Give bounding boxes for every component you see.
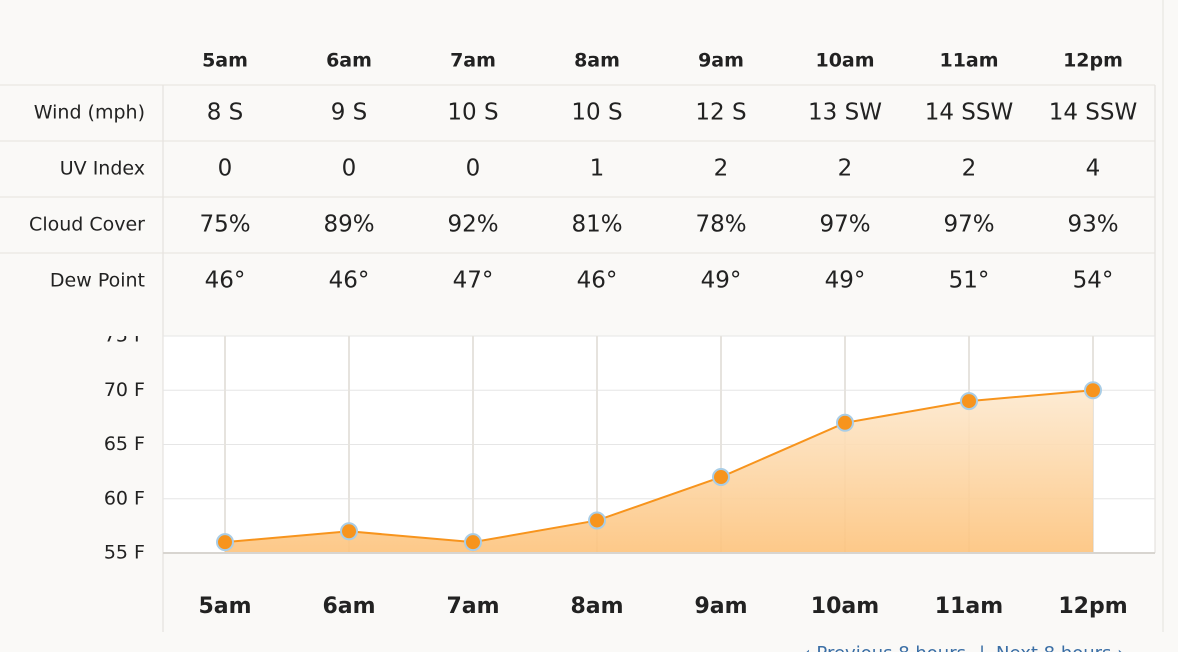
hour-header: 6am [326, 50, 372, 72]
cell-value: 14 SSW [925, 100, 1014, 126]
x-tick-label: 7am [446, 594, 499, 619]
x-tick-label: 11am [935, 594, 1003, 619]
previous-link[interactable]: ‹ Previous 8 hours [804, 643, 967, 652]
point [836, 413, 854, 432]
cell-value: 89% [323, 212, 374, 238]
point [588, 511, 606, 530]
row-label: Dew Point [50, 270, 145, 292]
next-link[interactable]: Next 8 hours › [996, 643, 1124, 652]
area [225, 390, 1093, 553]
cell-value: 1 [590, 156, 605, 182]
cell-value: 49° [825, 268, 866, 294]
x-tick-label: 10am [811, 594, 879, 619]
y-tick-label: 65 F [104, 433, 145, 455]
y-tick-label: 70 F [104, 379, 145, 401]
cell-value: 10 S [571, 100, 622, 126]
cell-value: 2 [838, 156, 853, 182]
line [224, 389, 1094, 544]
hour-header: 5am [202, 50, 248, 72]
cell-value: 2 [962, 156, 977, 182]
point [216, 533, 234, 552]
row-label: UV Index [60, 158, 145, 180]
hour-header: 8am [574, 50, 620, 72]
cell-value: 0 [218, 156, 233, 182]
pager-separator: | [979, 643, 985, 652]
cell-value: 0 [342, 156, 357, 182]
hour-header: 7am [450, 50, 496, 72]
hour-header: 10am [815, 50, 874, 72]
point [340, 522, 358, 541]
point [712, 468, 730, 487]
x-tick-label: 9am [694, 594, 747, 619]
row-label: Cloud Cover [29, 214, 145, 236]
cell-value: 13 SW [808, 100, 882, 126]
cell-value: 54° [1073, 268, 1114, 294]
cell-value: 9 S [331, 100, 368, 126]
cell-value: 4 [1086, 156, 1101, 182]
y-tick-label: 60 F [104, 487, 145, 509]
point [464, 533, 482, 552]
cell-value: 97% [819, 212, 870, 238]
cell-value: 97% [943, 212, 994, 238]
x-tick-label: 12pm [1058, 594, 1127, 619]
y-tick-label: 55 F [104, 542, 145, 564]
point [1084, 381, 1102, 400]
cell-value: 46° [329, 268, 370, 294]
cell-value: 2 [714, 156, 729, 182]
x-tick-label: 6am [322, 594, 375, 619]
cell-value: 92% [447, 212, 498, 238]
cell-value: 46° [205, 268, 246, 294]
hour-header: 9am [698, 50, 744, 72]
point [960, 392, 978, 411]
cell-value: 75% [199, 212, 250, 238]
row-label: Wind (mph) [34, 102, 145, 124]
cell-value: 81% [571, 212, 622, 238]
cell-value: 46° [577, 268, 618, 294]
cell-value: 47° [453, 268, 494, 294]
cell-value: 0 [466, 156, 481, 182]
cell-value: 78% [695, 212, 746, 238]
cell-value: 51° [949, 268, 990, 294]
cell-value: 12 S [695, 100, 746, 126]
x-tick-label: 8am [570, 594, 623, 619]
x-tick-label: 5am [198, 594, 251, 619]
cell-value: 49° [701, 268, 742, 294]
cell-value: 14 SSW [1049, 100, 1138, 126]
y-tick-label: 75 F [104, 325, 145, 347]
hour-header: 11am [939, 50, 998, 72]
hour-header: 12pm [1063, 50, 1123, 72]
cell-value: 8 S [207, 100, 244, 126]
cell-value: 10 S [447, 100, 498, 126]
cell-value: 93% [1067, 212, 1118, 238]
